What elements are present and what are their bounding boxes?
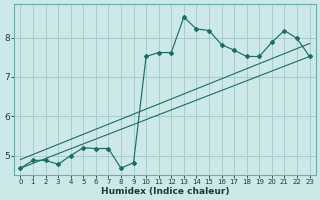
- X-axis label: Humidex (Indice chaleur): Humidex (Indice chaleur): [101, 187, 229, 196]
